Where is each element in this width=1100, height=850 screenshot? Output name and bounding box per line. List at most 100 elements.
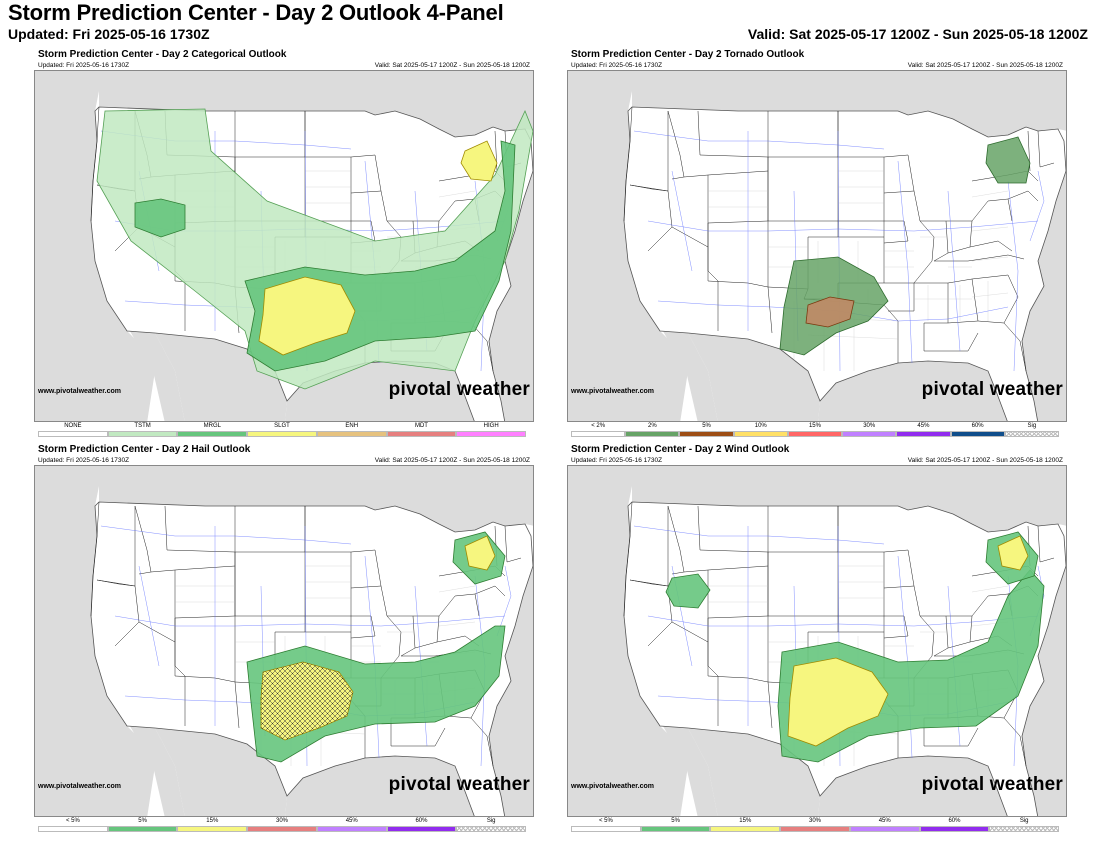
- legend-swatch: [387, 826, 457, 832]
- legend-item: 60%: [920, 818, 990, 834]
- legend-label: MDT: [387, 423, 457, 430]
- legend-item: < 5%: [571, 818, 641, 834]
- legend-swatch: [951, 431, 1005, 437]
- legend-label: 15%: [710, 818, 780, 825]
- legend-label: 30%: [780, 818, 850, 825]
- legend-swatch: [177, 431, 247, 437]
- legend-item: 10%: [734, 423, 788, 439]
- legend-item: Sig: [456, 818, 526, 834]
- legend-swatch: [317, 431, 387, 437]
- panel-wind: Storm Prediction Center - Day 2 Wind Out…: [567, 444, 1067, 834]
- brand-logo: pivotal weather: [922, 774, 1063, 796]
- panel-categorical: Storm Prediction Center - Day 2 Categori…: [34, 49, 534, 439]
- legend-label: 60%: [951, 423, 1005, 430]
- legend-item: 45%: [317, 818, 387, 834]
- legend-swatch: [1005, 431, 1059, 437]
- legend-label: ENH: [317, 423, 387, 430]
- legend-label: 30%: [247, 818, 317, 825]
- legend-categorical: NONE TSTM MRGL SLGT ENH MDT HIGH: [38, 423, 526, 439]
- credit-link[interactable]: www.pivotalweather.com: [571, 783, 654, 790]
- legend-swatch: [780, 826, 850, 832]
- page-updated-time: Updated: Fri 2025-05-16 1730Z: [8, 26, 210, 42]
- legend-item: 15%: [710, 818, 780, 834]
- legend-item: MDT: [387, 423, 457, 439]
- legend-item: 5%: [679, 423, 733, 439]
- page-title: Storm Prediction Center - Day 2 Outlook …: [8, 0, 503, 26]
- credit-link[interactable]: www.pivotalweather.com: [38, 783, 121, 790]
- legend-swatch: [571, 431, 625, 437]
- panel-title: Storm Prediction Center - Day 2 Tornado …: [571, 49, 804, 60]
- legend-label: 30%: [842, 423, 896, 430]
- legend-label: 15%: [177, 818, 247, 825]
- legend-swatch: [641, 826, 711, 832]
- legend-label: TSTM: [108, 423, 178, 430]
- panel-valid: Valid: Sat 2025-05-17 1200Z - Sun 2025-0…: [375, 457, 530, 464]
- panel-valid: Valid: Sat 2025-05-17 1200Z - Sun 2025-0…: [908, 62, 1063, 69]
- brand-logo: pivotal weather: [389, 774, 530, 796]
- brand-logo: pivotal weather: [922, 379, 1063, 401]
- legend-swatch: [850, 826, 920, 832]
- panel-hail: Storm Prediction Center - Day 2 Hail Out…: [34, 444, 534, 834]
- legend-label: HIGH: [456, 423, 526, 430]
- legend-swatch: [679, 431, 733, 437]
- legend-item: 30%: [780, 818, 850, 834]
- panel-updated: Updated: Fri 2025-05-16 1730Z: [38, 457, 129, 464]
- legend-swatch: [456, 826, 526, 832]
- legend-swatch: [625, 431, 679, 437]
- legend-item: Sig: [989, 818, 1059, 834]
- legend-swatch: [920, 826, 990, 832]
- legend-label: 5%: [679, 423, 733, 430]
- legend-item: Sig: [1005, 423, 1059, 439]
- credit-link[interactable]: www.pivotalweather.com: [571, 388, 654, 395]
- legend-label: < 5%: [571, 818, 641, 825]
- legend-label: 45%: [850, 818, 920, 825]
- legend-swatch: [247, 826, 317, 832]
- legend-item: 2%: [625, 423, 679, 439]
- legend-swatch: [710, 826, 780, 832]
- legend-label: 5%: [108, 818, 178, 825]
- legend-item: 15%: [788, 423, 842, 439]
- legend-item: < 5%: [38, 818, 108, 834]
- legend-swatch: [896, 431, 950, 437]
- legend-label: 2%: [625, 423, 679, 430]
- legend-label: < 5%: [38, 818, 108, 825]
- legend-item: 5%: [108, 818, 178, 834]
- legend-label: 10%: [734, 423, 788, 430]
- legend-item: ENH: [317, 423, 387, 439]
- legend-swatch: [788, 431, 842, 437]
- legend-item: 60%: [387, 818, 457, 834]
- legend-item: 30%: [842, 423, 896, 439]
- legend-swatch: [108, 826, 178, 832]
- panel-updated: Updated: Fri 2025-05-16 1730Z: [571, 62, 662, 69]
- legend-swatch: [387, 431, 457, 437]
- legend-label: MRGL: [177, 423, 247, 430]
- legend-item: TSTM: [108, 423, 178, 439]
- panel-title: Storm Prediction Center - Day 2 Categori…: [38, 49, 286, 60]
- map-categorical: [34, 70, 534, 422]
- legend-wind: < 5% 5% 15% 30% 45% 60% Sig: [571, 818, 1059, 834]
- page-valid-time: Valid: Sat 2025-05-17 1200Z - Sun 2025-0…: [748, 26, 1088, 42]
- legend-swatch: [734, 431, 788, 437]
- map-tornado: [567, 70, 1067, 422]
- legend-item: HIGH: [456, 423, 526, 439]
- legend-item: NONE: [38, 423, 108, 439]
- legend-item: 45%: [850, 818, 920, 834]
- legend-item: 30%: [247, 818, 317, 834]
- legend-swatch: [38, 431, 108, 437]
- legend-swatch: [317, 826, 387, 832]
- legend-item: 15%: [177, 818, 247, 834]
- credit-link[interactable]: www.pivotalweather.com: [38, 388, 121, 395]
- legend-label: NONE: [38, 423, 108, 430]
- legend-label: Sig: [1005, 423, 1059, 430]
- panel-updated: Updated: Fri 2025-05-16 1730Z: [571, 457, 662, 464]
- legend-tornado: < 2% 2% 5% 10% 15% 30% 45% 60% Sig: [571, 423, 1059, 439]
- panel-updated: Updated: Fri 2025-05-16 1730Z: [38, 62, 129, 69]
- legend-label: 15%: [788, 423, 842, 430]
- legend-label: 5%: [641, 818, 711, 825]
- legend-hail: < 5% 5% 15% 30% 45% 60% Sig: [38, 818, 526, 834]
- legend-label: < 2%: [571, 423, 625, 430]
- panel-title: Storm Prediction Center - Day 2 Hail Out…: [38, 444, 250, 455]
- legend-swatch: [247, 431, 317, 437]
- map-wind: [567, 465, 1067, 817]
- legend-label: 45%: [317, 818, 387, 825]
